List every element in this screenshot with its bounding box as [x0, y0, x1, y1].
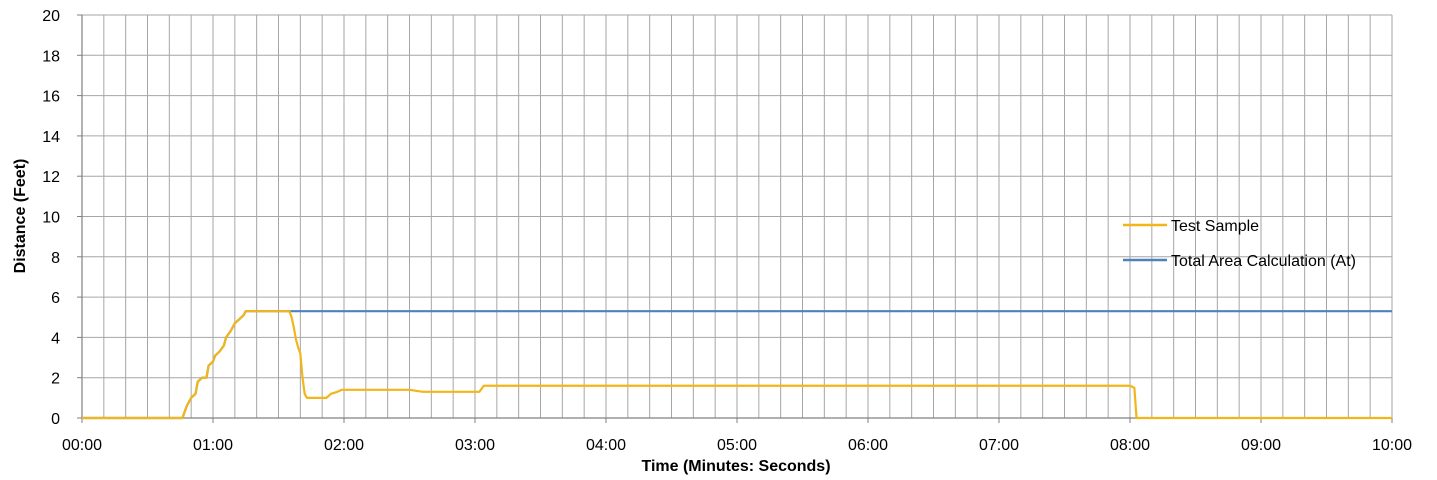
x-tick-label: 05:00: [717, 437, 757, 454]
x-tick-label: 10:00: [1372, 437, 1412, 454]
y-tick-label: 20: [42, 8, 60, 25]
tick-labels: 0 2 4 6 8 10 12 14 16 18 20 00:00 01:00 02:00 03:00 04:…: [42, 8, 1412, 454]
y-tick-label: 8: [51, 250, 60, 267]
x-tick-label: 08:00: [1110, 437, 1150, 454]
y-tick-label: 16: [42, 89, 60, 106]
x-tick-label: 09:00: [1241, 437, 1281, 454]
x-tick-label: 03:00: [455, 437, 495, 454]
x-tick-label: 01:00: [193, 437, 233, 454]
x-tick-label: 06:00: [848, 437, 888, 454]
y-tick-label: 14: [42, 129, 60, 146]
x-tick-label: 04:00: [586, 437, 626, 454]
y-tick-label: 2: [51, 371, 60, 388]
y-axis-title: Distance (Feet): [12, 159, 29, 274]
series: [82, 310, 1392, 420]
legend-label-test-sample: Test Sample: [1171, 218, 1259, 235]
y-tick-label: 0: [51, 411, 60, 428]
legend: Test Sample Total Area Calculation (At): [1123, 218, 1356, 270]
y-tick-label: 10: [42, 210, 60, 227]
x-tick-label: 02:00: [324, 437, 364, 454]
x-tick-label: 07:00: [979, 437, 1019, 454]
grid: [82, 14, 1392, 418]
y-tick-label: 12: [42, 169, 60, 186]
legend-label-total-area: Total Area Calculation (At): [1171, 253, 1356, 270]
x-tick-label: 00:00: [62, 437, 102, 454]
series-line-test-sample: [82, 310, 1392, 420]
y-tick-label: 4: [51, 330, 60, 347]
y-tick-label: 18: [42, 48, 60, 65]
x-axis-title: Time (Minutes: Seconds): [641, 458, 830, 475]
y-tick-label: 6: [51, 290, 60, 307]
